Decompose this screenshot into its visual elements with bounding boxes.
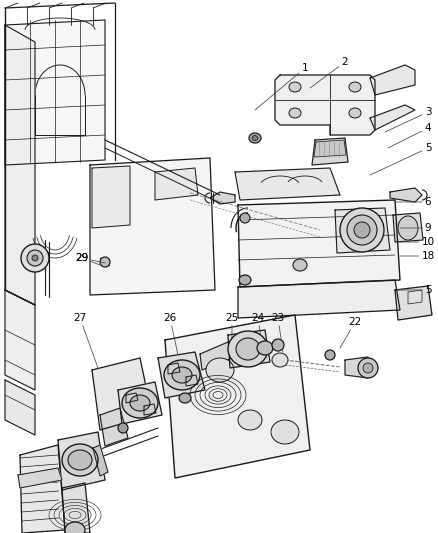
Text: 23: 23 (272, 313, 285, 352)
Polygon shape (390, 188, 422, 202)
Text: 27: 27 (74, 313, 98, 368)
Text: 5: 5 (370, 143, 431, 175)
Ellipse shape (257, 341, 273, 355)
Polygon shape (92, 166, 130, 228)
Polygon shape (370, 105, 415, 130)
Polygon shape (312, 138, 348, 165)
Ellipse shape (164, 360, 200, 390)
Ellipse shape (249, 133, 261, 143)
Ellipse shape (239, 275, 251, 285)
Polygon shape (370, 65, 415, 95)
Polygon shape (118, 382, 162, 424)
Ellipse shape (100, 257, 110, 267)
Ellipse shape (118, 423, 128, 433)
Text: 10: 10 (400, 237, 434, 247)
Polygon shape (228, 330, 270, 368)
Polygon shape (238, 200, 400, 287)
Ellipse shape (358, 358, 378, 378)
Ellipse shape (272, 339, 284, 351)
Polygon shape (200, 342, 232, 370)
Ellipse shape (363, 363, 373, 373)
Polygon shape (235, 168, 340, 200)
Polygon shape (335, 208, 390, 253)
Polygon shape (165, 315, 310, 478)
Ellipse shape (325, 350, 335, 360)
Ellipse shape (65, 522, 85, 533)
Text: 5: 5 (398, 285, 431, 295)
Text: 18: 18 (400, 251, 434, 261)
Polygon shape (5, 290, 35, 390)
Polygon shape (58, 432, 105, 490)
Ellipse shape (293, 259, 307, 271)
Text: 1: 1 (255, 63, 308, 110)
Polygon shape (275, 75, 375, 135)
Text: 6: 6 (395, 197, 431, 207)
Text: 9: 9 (400, 223, 431, 233)
Polygon shape (158, 352, 205, 398)
Polygon shape (126, 393, 138, 403)
Ellipse shape (347, 215, 377, 245)
Text: 3: 3 (385, 107, 431, 132)
Polygon shape (18, 468, 62, 488)
Text: 25: 25 (226, 313, 239, 342)
Polygon shape (345, 357, 372, 378)
Ellipse shape (354, 222, 370, 238)
Text: 29: 29 (75, 253, 100, 265)
Ellipse shape (236, 338, 260, 360)
Polygon shape (5, 380, 35, 435)
Ellipse shape (252, 135, 258, 141)
Ellipse shape (122, 388, 158, 418)
Text: 26: 26 (163, 313, 178, 355)
Text: 4: 4 (388, 123, 431, 148)
Ellipse shape (62, 444, 98, 476)
Ellipse shape (240, 213, 250, 223)
Polygon shape (393, 213, 423, 242)
Ellipse shape (349, 82, 361, 92)
Text: 24: 24 (251, 313, 265, 345)
Polygon shape (144, 404, 156, 415)
Ellipse shape (130, 395, 150, 411)
Polygon shape (155, 168, 198, 200)
Polygon shape (62, 483, 90, 533)
Ellipse shape (272, 353, 288, 367)
Polygon shape (395, 286, 432, 320)
Ellipse shape (68, 450, 92, 470)
Ellipse shape (271, 420, 299, 444)
Polygon shape (5, 25, 35, 305)
Text: 2: 2 (310, 57, 348, 88)
Polygon shape (5, 20, 105, 165)
Ellipse shape (179, 393, 191, 403)
Ellipse shape (398, 216, 418, 240)
Ellipse shape (349, 108, 361, 118)
Ellipse shape (172, 367, 192, 383)
Ellipse shape (340, 208, 384, 252)
Polygon shape (238, 280, 400, 318)
Polygon shape (210, 192, 235, 204)
Polygon shape (92, 358, 152, 430)
Ellipse shape (27, 250, 43, 266)
Ellipse shape (289, 82, 301, 92)
Polygon shape (168, 363, 180, 374)
Polygon shape (100, 408, 128, 446)
Polygon shape (20, 445, 65, 533)
Polygon shape (90, 158, 215, 295)
Ellipse shape (238, 410, 262, 430)
Polygon shape (186, 375, 198, 386)
Ellipse shape (228, 331, 268, 367)
Ellipse shape (32, 255, 38, 261)
Ellipse shape (206, 358, 234, 382)
Text: 22: 22 (340, 317, 362, 348)
Polygon shape (314, 140, 346, 157)
Ellipse shape (21, 244, 49, 272)
Ellipse shape (289, 108, 301, 118)
Polygon shape (93, 445, 108, 476)
Text: 29: 29 (75, 253, 105, 263)
